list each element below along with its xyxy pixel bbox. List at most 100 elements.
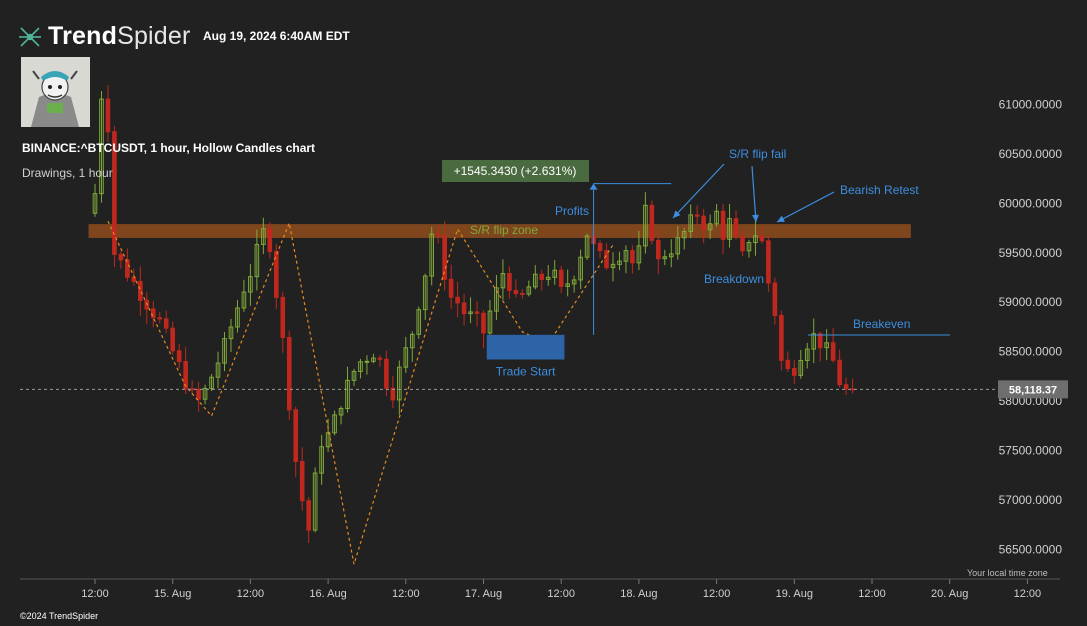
sr-flip-fail-right-arrow-line [751, 165, 757, 223]
sr-flip-fail-label: S/R flip fail [729, 147, 786, 161]
candle [422, 273, 428, 320]
bearish-retest-arrowhead [777, 215, 785, 222]
y-tick-label: 59500.0000 [999, 246, 1063, 260]
candle [150, 301, 156, 328]
candle [636, 230, 642, 271]
candle [442, 221, 447, 291]
y-tick-label: 56500.0000 [999, 542, 1063, 556]
candle [507, 266, 512, 299]
candle [332, 410, 337, 436]
candle [785, 351, 791, 372]
candle [610, 252, 616, 282]
candle [261, 217, 266, 255]
candle [727, 203, 732, 248]
x-tick-label: 12:00 [392, 588, 420, 600]
candle [319, 434, 324, 485]
candle [306, 496, 311, 544]
candle [202, 384, 208, 405]
y-tick-label: 57000.0000 [999, 493, 1063, 507]
candle [533, 265, 538, 290]
timestamp: Aug 19, 2024 6:40AM EDT [203, 29, 350, 43]
candle [759, 226, 765, 244]
candle [293, 406, 299, 478]
candle [766, 236, 771, 292]
candle [545, 265, 551, 286]
x-tick-label: 20. Aug [931, 588, 968, 600]
pattern-line [107, 220, 614, 565]
candle [746, 239, 752, 258]
candle [584, 233, 590, 261]
candle [125, 248, 130, 282]
candle [675, 225, 681, 260]
candle [176, 343, 182, 369]
candle [364, 355, 370, 375]
candle [662, 249, 668, 266]
candle [403, 336, 409, 373]
candle [520, 289, 525, 299]
y-tick-label: 60000.0000 [999, 196, 1063, 210]
candle [656, 230, 661, 275]
candle [358, 358, 363, 379]
brand-name: TrendSpider [48, 22, 191, 50]
candle [163, 310, 169, 334]
sr-flip-fail-right-arrowhead [752, 214, 759, 222]
candle [513, 279, 519, 298]
trade-start-label: Trade Start [496, 365, 556, 379]
candle [299, 447, 305, 511]
candle [772, 277, 778, 325]
candle [448, 264, 454, 309]
candle [578, 249, 583, 289]
candle [118, 251, 124, 269]
candle [701, 208, 706, 244]
candle [753, 220, 758, 256]
candle [274, 243, 279, 309]
y-tick-label: 61000.0000 [999, 98, 1063, 112]
trendspider-logo: TrendSpider [18, 22, 191, 51]
candle [817, 331, 823, 362]
y-tick-label: 59000.0000 [999, 295, 1063, 309]
last-price-badge [998, 380, 1068, 399]
y-tick-label: 58500.0000 [999, 345, 1063, 359]
candle [843, 377, 849, 395]
bearish-retest-arrow-line [776, 191, 835, 223]
timezone-label[interactable]: Your local time zone [967, 568, 1048, 578]
profit-badge-label: +1545.3430 (+2.631%) [454, 164, 577, 178]
candle [112, 125, 117, 268]
sr-flip-fail-left-arrowhead [673, 210, 681, 218]
candle [720, 204, 726, 255]
candle [416, 306, 422, 339]
candle [740, 229, 745, 257]
candle [474, 301, 480, 327]
profit-badge [442, 160, 589, 182]
candle [604, 243, 609, 271]
breakdown-label: Breakdown [704, 272, 764, 286]
candle [345, 366, 350, 413]
candle [850, 378, 855, 394]
candle [196, 381, 201, 412]
candle [552, 259, 558, 285]
candle [371, 353, 376, 364]
candle [157, 311, 163, 324]
candle [312, 467, 318, 533]
symbol-label: BINANCE:^BTCUSDT, 1 hour, Hollow Candles… [22, 141, 316, 155]
candle [267, 222, 273, 259]
candle [481, 310, 486, 349]
candle [526, 280, 532, 297]
candle [183, 346, 188, 395]
y-tick-label: 57500.0000 [999, 443, 1063, 457]
candle [189, 380, 195, 395]
x-tick-label: 16. Aug [309, 588, 346, 600]
candle [707, 214, 713, 240]
candle [500, 259, 506, 300]
candle [144, 292, 150, 325]
candle [390, 375, 396, 409]
candle [429, 226, 434, 286]
candle [565, 269, 570, 297]
sr-flip-fail-left-arrow-line [672, 163, 725, 219]
candle [222, 332, 227, 372]
x-tick-label: 19. Aug [776, 588, 813, 600]
candle [170, 321, 175, 355]
candle [286, 330, 292, 420]
avatar [21, 57, 90, 127]
